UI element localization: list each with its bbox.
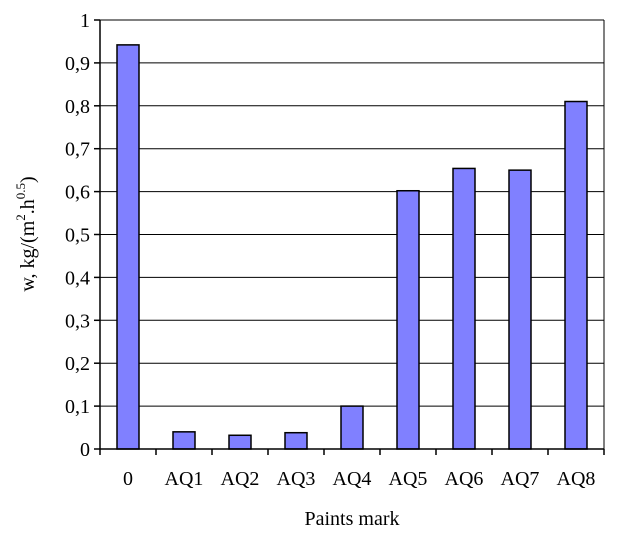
y-tick-label: 1 (80, 10, 90, 32)
y-tick-label: 0 (80, 439, 90, 461)
bar-aq2 (228, 434, 252, 450)
y-tick-label: 0,2 (65, 353, 90, 375)
y-tick-label: 0,7 (65, 139, 90, 161)
x-category-label: AQ2 (221, 468, 260, 490)
x-ticks: 0 AQ1 AQ2 AQ3 AQ4 AQ5 AQ6 AQ7 AQ8 (99, 449, 605, 490)
x-category-label: AQ5 (389, 468, 428, 490)
y-tick-label: 0,1 (65, 396, 90, 418)
bar-aq8 (564, 100, 588, 450)
bar-aq1 (172, 431, 196, 450)
gridlines (100, 19, 604, 407)
x-category-label: AQ6 (445, 468, 484, 490)
y-tick-label: 0,5 (65, 225, 90, 247)
y-axis-title: w, kg/(m2.h0.5) (13, 176, 39, 291)
y-tick-label: 0,6 (65, 182, 90, 204)
bar-aq6 (452, 167, 476, 450)
x-category-label: AQ1 (165, 468, 204, 490)
x-category-label: AQ7 (501, 468, 540, 490)
x-axis-title: Paints mark (305, 508, 400, 530)
y-axis-title-part1: w, kg/(m (17, 220, 39, 291)
x-category-label: AQ4 (333, 468, 372, 490)
y-axis-title-sup1: 2 (13, 214, 28, 221)
bars (116, 44, 588, 450)
bar-aq3 (284, 431, 308, 450)
y-axis-title-sup2: 0.5 (13, 183, 28, 199)
y-tick-label: 0,9 (65, 53, 90, 75)
bar-0 (116, 44, 140, 450)
y-axis-title-part3: ) (17, 176, 39, 183)
y-axis-title-part2: .h (17, 199, 39, 214)
x-category-label: AQ3 (277, 468, 316, 490)
bar-aq7 (508, 169, 532, 450)
y-tick-label: 0,8 (65, 96, 90, 118)
y-tick-label: 0,3 (65, 310, 90, 332)
y-tick-label: 0,4 (65, 267, 90, 289)
x-category-label: AQ8 (557, 468, 596, 490)
bar-aq4 (340, 405, 364, 450)
x-category-label: 0 (123, 468, 133, 490)
y-ticks: 0 0,1 0,2 0,3 0,4 0,5 0,6 0,7 0,8 0,9 1 (65, 10, 100, 461)
bar-aq5 (396, 189, 420, 450)
